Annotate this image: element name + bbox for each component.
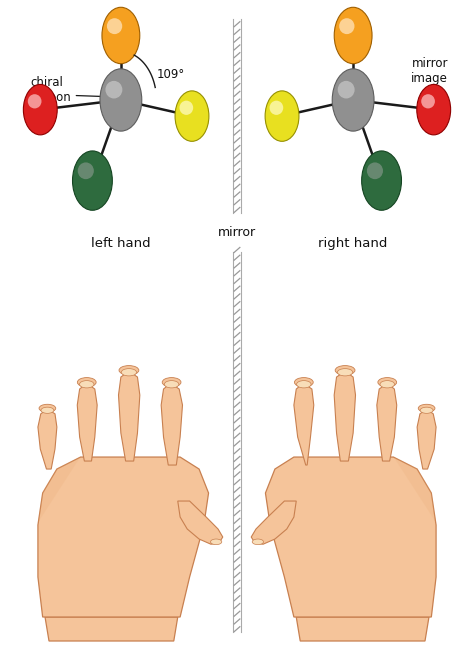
Text: mirror
image: mirror image — [411, 57, 448, 85]
Text: 109°: 109° — [156, 68, 185, 81]
Ellipse shape — [265, 91, 299, 141]
Ellipse shape — [100, 69, 142, 131]
Ellipse shape — [73, 151, 112, 210]
Ellipse shape — [39, 404, 56, 412]
Ellipse shape — [80, 381, 94, 388]
Polygon shape — [294, 383, 314, 465]
Polygon shape — [38, 457, 81, 522]
Ellipse shape — [294, 377, 313, 387]
Ellipse shape — [378, 377, 397, 387]
Ellipse shape — [119, 366, 139, 375]
Text: chiral
carbon: chiral carbon — [31, 76, 72, 104]
Ellipse shape — [420, 407, 433, 413]
Ellipse shape — [102, 7, 140, 64]
Ellipse shape — [421, 94, 435, 108]
Ellipse shape — [23, 84, 57, 135]
Ellipse shape — [334, 7, 372, 64]
Polygon shape — [393, 457, 436, 522]
Text: left hand: left hand — [91, 237, 151, 250]
Ellipse shape — [297, 381, 311, 388]
Polygon shape — [161, 383, 182, 465]
Polygon shape — [377, 383, 397, 461]
Ellipse shape — [162, 377, 181, 387]
Polygon shape — [334, 371, 356, 461]
Ellipse shape — [418, 404, 435, 412]
Text: right hand: right hand — [319, 237, 388, 250]
Polygon shape — [118, 371, 140, 461]
Text: mirror: mirror — [218, 226, 256, 239]
Ellipse shape — [210, 539, 222, 544]
Ellipse shape — [105, 81, 122, 99]
Ellipse shape — [270, 101, 283, 115]
Ellipse shape — [78, 163, 94, 179]
Polygon shape — [38, 409, 57, 469]
Ellipse shape — [41, 407, 54, 413]
Ellipse shape — [332, 69, 374, 131]
Polygon shape — [77, 383, 97, 461]
Polygon shape — [251, 501, 296, 544]
Ellipse shape — [417, 84, 451, 135]
Ellipse shape — [337, 81, 355, 99]
Ellipse shape — [77, 377, 96, 387]
Ellipse shape — [175, 91, 209, 141]
Ellipse shape — [121, 369, 137, 376]
Ellipse shape — [180, 101, 193, 115]
Ellipse shape — [28, 94, 42, 108]
Ellipse shape — [107, 18, 122, 34]
Polygon shape — [296, 617, 429, 641]
Polygon shape — [38, 457, 209, 617]
Polygon shape — [178, 501, 223, 544]
Ellipse shape — [367, 163, 383, 179]
Ellipse shape — [164, 381, 179, 388]
Polygon shape — [417, 409, 436, 469]
Ellipse shape — [339, 18, 355, 34]
Ellipse shape — [252, 539, 264, 544]
Polygon shape — [45, 617, 178, 641]
Ellipse shape — [362, 151, 401, 210]
Ellipse shape — [337, 369, 353, 376]
Ellipse shape — [335, 366, 355, 375]
Ellipse shape — [380, 381, 394, 388]
Polygon shape — [265, 457, 436, 617]
